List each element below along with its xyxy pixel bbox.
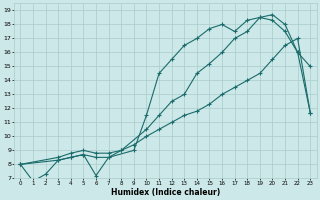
X-axis label: Humidex (Indice chaleur): Humidex (Indice chaleur) [111, 188, 220, 197]
